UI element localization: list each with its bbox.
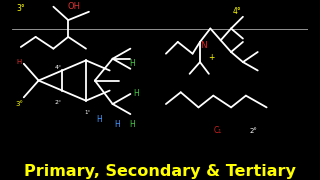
Text: 1°: 1° — [84, 110, 91, 115]
Text: 2°: 2° — [249, 128, 257, 134]
Text: C₁: C₁ — [214, 126, 222, 135]
Text: H: H — [129, 59, 135, 68]
Text: Primary, Secondary & Tertiary: Primary, Secondary & Tertiary — [24, 164, 296, 179]
Text: +: + — [208, 53, 214, 62]
Text: N: N — [200, 41, 207, 50]
Text: H: H — [133, 89, 139, 98]
Text: H: H — [96, 115, 102, 124]
Text: 3°: 3° — [15, 101, 23, 107]
Text: 4°: 4° — [233, 7, 241, 16]
Text: H: H — [17, 59, 22, 65]
Text: H: H — [129, 120, 135, 129]
Text: 3°: 3° — [16, 4, 25, 13]
Text: 2°: 2° — [54, 100, 61, 105]
Text: H: H — [114, 120, 120, 129]
Text: 4°: 4° — [54, 65, 61, 70]
Text: OH: OH — [68, 2, 81, 11]
